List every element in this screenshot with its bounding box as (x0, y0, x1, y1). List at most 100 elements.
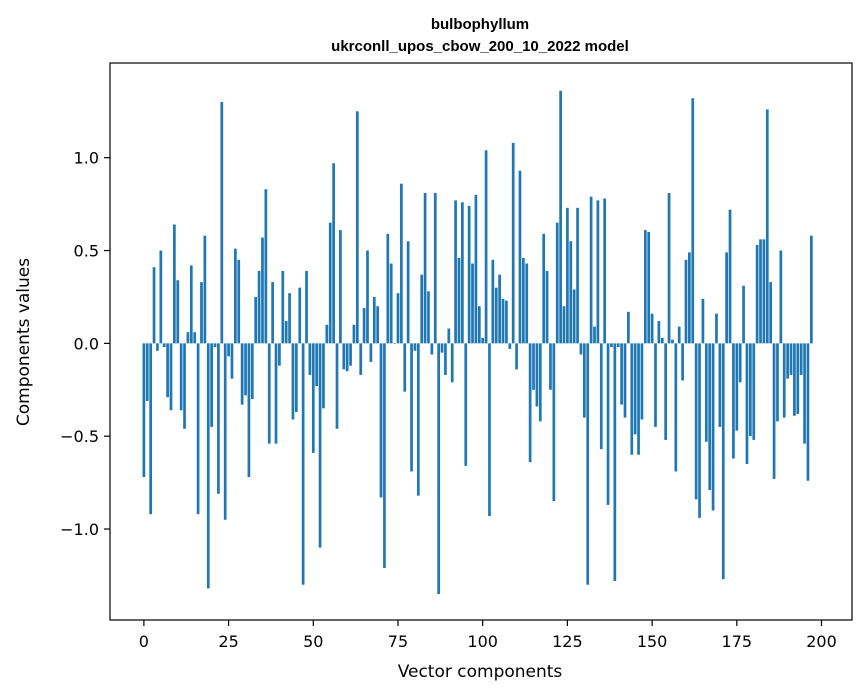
bar (240, 343, 244, 405)
bar (267, 343, 271, 444)
bar (433, 192, 437, 344)
bar (403, 343, 407, 392)
bar (562, 306, 566, 344)
bar (250, 343, 254, 400)
bar (325, 324, 329, 344)
bar (227, 343, 230, 357)
bar (525, 263, 529, 344)
bar (637, 343, 640, 455)
bar (278, 343, 281, 366)
bar (450, 343, 454, 383)
bar (315, 343, 319, 387)
bar (603, 198, 607, 344)
bar (569, 241, 573, 344)
bar (782, 343, 786, 418)
bar (650, 313, 654, 344)
bar (383, 343, 386, 569)
bar (755, 244, 759, 344)
bar (362, 308, 366, 344)
bar (193, 332, 197, 344)
bar (328, 222, 332, 344)
bar (647, 231, 651, 344)
bar (582, 343, 586, 418)
bar (203, 235, 207, 344)
bar (664, 343, 668, 440)
x-tick-label: 150 (637, 632, 668, 651)
bar (613, 343, 617, 582)
bar (528, 343, 532, 463)
bar (369, 343, 373, 362)
y-tick-label: −1.0 (60, 520, 99, 539)
bar (610, 343, 613, 348)
bar (555, 222, 559, 344)
bar (284, 321, 288, 344)
bar (467, 205, 471, 344)
bar (620, 343, 623, 405)
bar (217, 343, 220, 494)
bar (189, 265, 193, 344)
bar (494, 287, 498, 344)
bar (715, 313, 718, 344)
bar (396, 293, 400, 344)
bar (183, 343, 186, 429)
bar (803, 343, 806, 444)
bar (149, 343, 153, 515)
bar (484, 150, 488, 344)
bar (701, 298, 705, 344)
bar (745, 343, 749, 465)
bar (593, 326, 596, 344)
bar (355, 111, 359, 344)
bar-series (142, 90, 813, 595)
x-tick-label: 175 (722, 632, 753, 651)
bar (759, 239, 762, 344)
bar (169, 343, 173, 411)
bar (257, 270, 261, 344)
x-tick-label: 75 (388, 632, 408, 651)
bar (291, 343, 295, 420)
y-tick-label: −0.5 (60, 427, 99, 446)
bar (444, 343, 447, 375)
bar (461, 202, 464, 344)
bar (505, 300, 508, 344)
bar (559, 90, 562, 344)
bar (196, 343, 200, 515)
bar (684, 259, 688, 344)
bar (674, 343, 678, 472)
bar (281, 270, 285, 344)
bar (752, 343, 756, 440)
bar (261, 237, 264, 344)
bar (491, 259, 495, 344)
bar (477, 306, 481, 344)
bar (244, 343, 247, 396)
bar (694, 343, 698, 500)
bar (809, 235, 813, 344)
bar (596, 200, 600, 344)
bar (616, 343, 620, 348)
bar (179, 343, 183, 411)
bar (576, 207, 579, 344)
bar (359, 343, 363, 375)
bar (799, 343, 803, 375)
bar (457, 257, 461, 344)
bar (481, 337, 485, 344)
bar (549, 343, 552, 390)
bar (301, 343, 305, 585)
bar (698, 343, 701, 518)
bar (671, 339, 674, 344)
bar (376, 306, 380, 344)
bar (660, 337, 664, 344)
bar (806, 343, 810, 481)
bar (427, 291, 430, 344)
bar (447, 328, 451, 344)
bar (410, 343, 413, 472)
bar (657, 321, 661, 344)
bar (711, 343, 715, 511)
bar (789, 343, 793, 375)
x-tick-label: 50 (303, 632, 323, 651)
bar (769, 282, 773, 344)
bar (274, 343, 278, 444)
bar (437, 343, 440, 595)
x-axis-ticks: 0 25 50 75 100 125 150 175 200 (139, 620, 837, 651)
bar (223, 343, 227, 520)
